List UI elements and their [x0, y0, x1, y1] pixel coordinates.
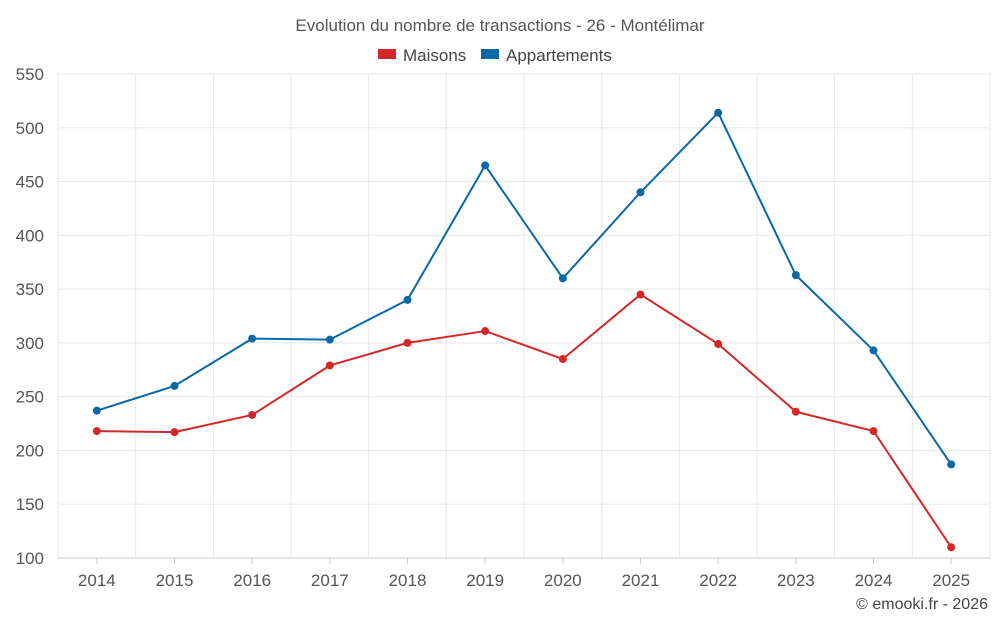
legend-swatch-appartements	[481, 49, 499, 59]
x-tick-label: 2025	[932, 571, 970, 590]
y-tick-label: 300	[16, 334, 44, 353]
x-tick-label: 2016	[233, 571, 271, 590]
data-point-maisons[interactable]	[248, 410, 257, 419]
legend-item-appartements[interactable]: Appartements	[481, 46, 612, 65]
legend: Maisons Appartements	[378, 46, 612, 65]
data-point-appartements[interactable]	[869, 346, 878, 355]
data-point-appartements[interactable]	[481, 161, 490, 170]
legend-label-appartements: Appartements	[506, 46, 612, 65]
y-tick-label: 200	[16, 441, 44, 460]
legend-item-maisons[interactable]: Maisons	[378, 46, 466, 65]
x-tick-label: 2021	[622, 571, 660, 590]
series-line-maisons	[96, 293, 952, 548]
x-tick-label: 2019	[466, 571, 504, 590]
x-tick-label: 2020	[544, 571, 582, 590]
data-point-maisons[interactable]	[325, 361, 334, 370]
data-point-maisons[interactable]	[92, 427, 101, 436]
data-point-appartements[interactable]	[947, 460, 956, 469]
data-point-maisons[interactable]	[558, 355, 567, 364]
legend-label-maisons: Maisons	[403, 46, 466, 65]
x-tick-label: 2018	[389, 571, 427, 590]
data-point-appartements[interactable]	[248, 334, 257, 343]
credit-text: © emooki.fr - 2026	[856, 596, 988, 613]
y-tick-label: 100	[16, 549, 44, 568]
x-tick-label: 2017	[311, 571, 349, 590]
x-tick-label: 2023	[777, 571, 815, 590]
x-tick-label: 2014	[78, 571, 116, 590]
chart-title: Evolution du nombre de transactions - 26…	[295, 16, 704, 35]
y-tick-label: 450	[16, 173, 44, 192]
x-tick-label: 2024	[855, 571, 893, 590]
data-point-appartements[interactable]	[714, 108, 723, 117]
y-tick-label: 250	[16, 388, 44, 407]
series-line-appartements	[96, 111, 952, 465]
y-tick-label: 150	[16, 495, 44, 514]
legend-swatch-maisons	[378, 49, 396, 59]
y-tick-label: 500	[16, 119, 44, 138]
data-point-maisons[interactable]	[481, 327, 490, 336]
series-group	[92, 108, 956, 552]
data-point-maisons[interactable]	[791, 407, 800, 416]
data-point-appartements[interactable]	[325, 335, 334, 344]
data-point-maisons[interactable]	[947, 543, 956, 552]
y-tick-label: 350	[16, 280, 44, 299]
data-point-appartements[interactable]	[170, 381, 179, 390]
data-point-maisons[interactable]	[636, 290, 645, 299]
data-point-maisons[interactable]	[170, 428, 179, 437]
data-point-appartements[interactable]	[791, 271, 800, 280]
data-point-maisons[interactable]	[403, 338, 412, 347]
y-tick-label: 550	[16, 65, 44, 84]
data-point-appartements[interactable]	[558, 274, 567, 283]
data-point-appartements[interactable]	[636, 188, 645, 197]
x-axis: 2014 2015 2016 2017 2018 2019 2020 2021 2022 2023…	[58, 557, 990, 590]
data-point-maisons[interactable]	[869, 427, 878, 436]
y-tick-label: 400	[16, 226, 44, 245]
data-point-appartements[interactable]	[403, 295, 412, 304]
gridlines	[57, 73, 991, 559]
y-axis: 100 150 200 250 300 350 400 450 500 550	[16, 65, 44, 568]
data-point-maisons[interactable]	[714, 339, 723, 348]
x-tick-label: 2022	[699, 571, 737, 590]
data-point-appartements[interactable]	[92, 406, 101, 415]
x-tick-label: 2015	[156, 571, 194, 590]
